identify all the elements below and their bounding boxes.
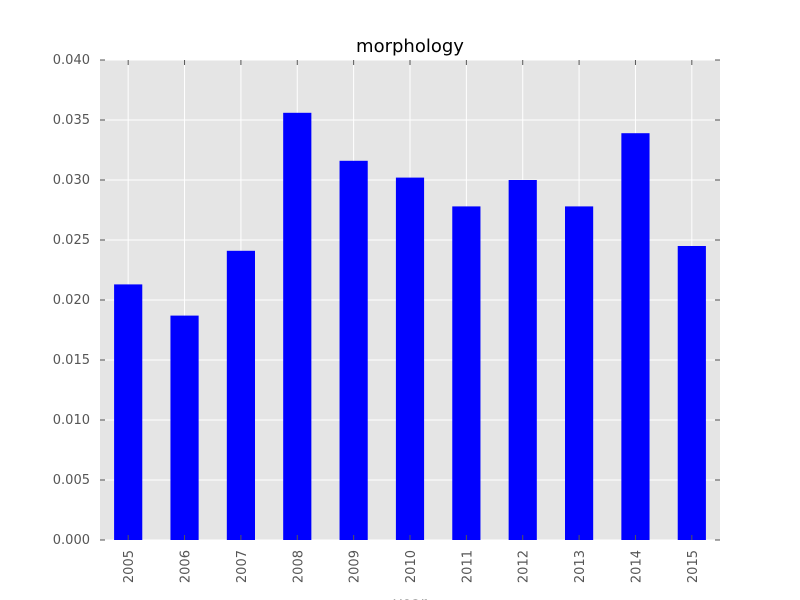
y-tick-label: 0.010 <box>53 413 90 428</box>
chart-title: morphology <box>356 36 464 57</box>
tick-marks <box>100 59 720 541</box>
x-tick-label: 2012 <box>517 550 532 583</box>
bar-2010 <box>395 177 425 540</box>
x-tick-labels: 2005 2006 2007 2008 2009 2010 2011 2012 2013 2014… <box>122 550 701 583</box>
x-tick-label: 2011 <box>460 550 475 583</box>
bar-2013 <box>565 206 594 540</box>
bar-2012 <box>508 180 537 540</box>
bar-2011 <box>452 206 481 540</box>
bar-2006 <box>170 315 199 540</box>
x-tick-label: 2005 <box>122 550 137 583</box>
x-tick-label: 2008 <box>291 550 306 583</box>
x-tick-label: 2013 <box>573 550 588 583</box>
y-tick-label: 0.025 <box>53 233 90 248</box>
y-tick-label: 0.015 <box>53 353 90 368</box>
bar-2005 <box>114 284 143 540</box>
x-tick-label: 2006 <box>179 550 194 583</box>
y-tick-label: 0.000 <box>53 533 90 548</box>
bar-2015 <box>677 246 706 540</box>
x-tick-label: 2009 <box>348 550 363 583</box>
y-tick-label: 0.005 <box>53 473 90 488</box>
bar-2008 <box>283 112 312 541</box>
bar-2007 <box>226 250 255 541</box>
y-tick-label: 0.035 <box>53 113 90 128</box>
bar-2014 <box>621 133 650 540</box>
y-tick-label: 0.040 <box>53 53 90 68</box>
x-tick-label: 2015 <box>686 550 701 583</box>
x-tick-label: 2014 <box>629 550 644 583</box>
bar-2009 <box>339 160 368 541</box>
x-tick-label: 2010 <box>404 550 419 583</box>
y-tick-label: 0.020 <box>53 293 90 308</box>
x-tick-label: 2007 <box>235 550 250 583</box>
bars <box>114 112 706 541</box>
y-tick-labels: 0.000 0.005 0.010 0.015 0.020 0.025 0.030 0.035… <box>53 53 90 548</box>
y-tick-label: 0.030 <box>53 173 90 188</box>
x-axis-label: year <box>393 594 427 600</box>
